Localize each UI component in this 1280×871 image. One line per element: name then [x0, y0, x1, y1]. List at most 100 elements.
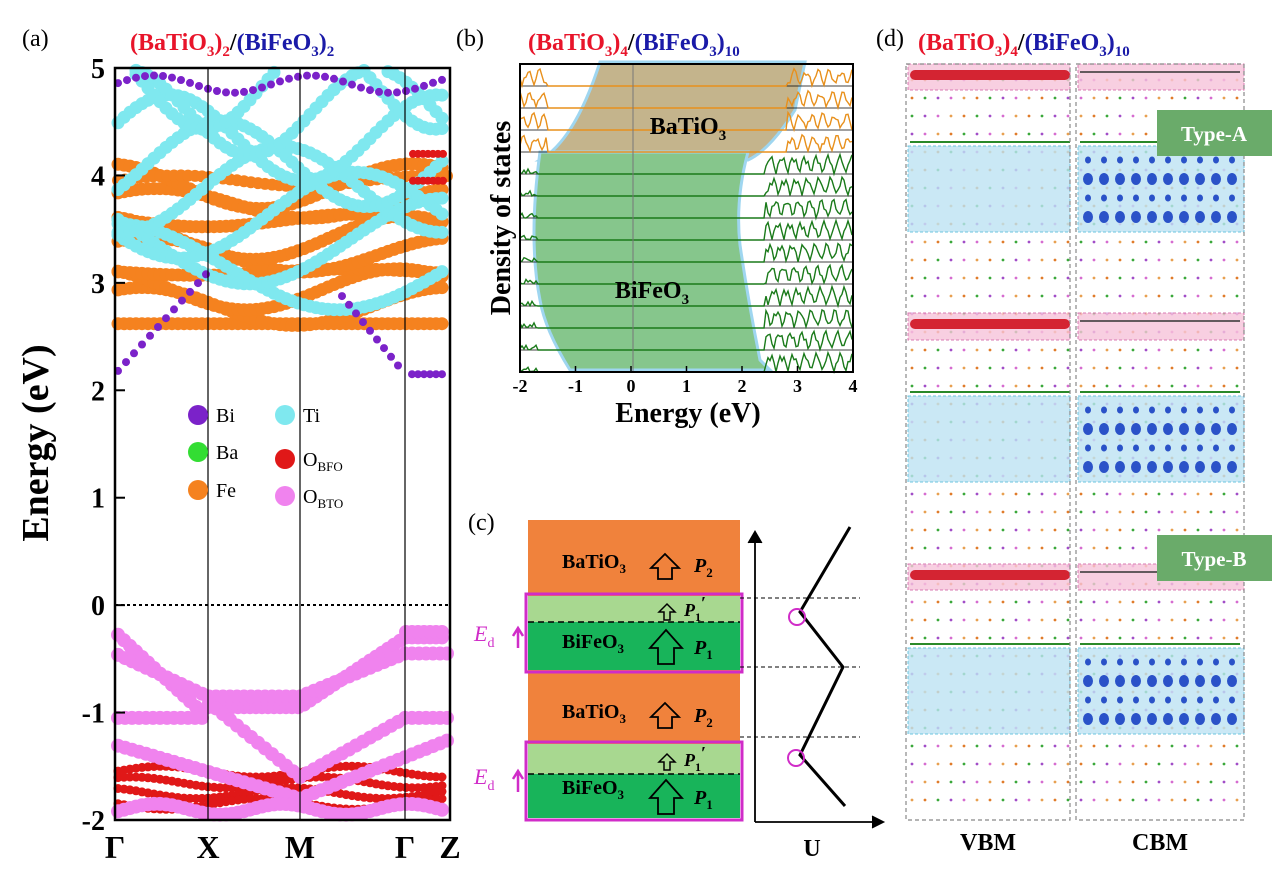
atom-dot: [923, 240, 927, 244]
atom-dot: [962, 780, 966, 784]
atom-dot: [1001, 348, 1005, 352]
x-tick-label: 1: [682, 376, 691, 396]
vbm-charge-lobe: [910, 70, 1070, 80]
cbm-charge-lobe: [1149, 406, 1155, 414]
atom-dot: [1027, 744, 1031, 748]
atom-dot: [1040, 546, 1044, 550]
atom-dot: [936, 510, 940, 514]
atom-dot: [1027, 132, 1031, 136]
atom-dot: [1235, 600, 1239, 604]
atom-dot: [1157, 798, 1161, 802]
atom-dot: [936, 528, 940, 532]
atom-dot: [1092, 636, 1096, 640]
band-point-bi: [411, 84, 419, 93]
atom-dot: [910, 96, 914, 100]
field-arrow-icon: [511, 625, 525, 648]
x-tick-label: -2: [513, 376, 528, 396]
atom-dot: [1222, 492, 1226, 496]
atom-dot: [1053, 492, 1057, 496]
atom-dot: [1144, 132, 1148, 136]
dos-batio3-region: [534, 60, 807, 162]
atom-dot: [1235, 258, 1239, 262]
atom-dot: [1170, 780, 1174, 784]
cbm-charge-lobe: [1131, 461, 1141, 473]
atom-dot: [923, 384, 927, 388]
band-point-ti: [435, 88, 449, 102]
atom-dot: [1170, 294, 1174, 298]
atom-dot: [1079, 546, 1083, 550]
atom-dot: [1001, 132, 1005, 136]
atom-dot: [1170, 96, 1174, 100]
type-a-badge: [1157, 110, 1272, 156]
block-label-bifeo3-2: BiFeO3: [562, 777, 625, 802]
atom-dot: [1196, 294, 1200, 298]
atom-dot: [949, 762, 953, 766]
atom-dot: [1027, 384, 1031, 388]
atom-dot: [1118, 294, 1122, 298]
band-y-ticks: -2 -1 0 1 2 3 4 5: [82, 54, 125, 837]
atom-dot: [1209, 762, 1213, 766]
atom-dot: [1053, 348, 1057, 352]
atom-dot: [1144, 366, 1148, 370]
atom-dot: [1066, 114, 1070, 118]
band-point-o_bfo: [437, 786, 447, 796]
atom-dot: [1105, 744, 1109, 748]
band-point-bi: [285, 74, 293, 83]
atom-dot: [1209, 618, 1213, 622]
atom-dot: [1079, 600, 1083, 604]
atom-dot: [1079, 492, 1083, 496]
atom-dot: [1209, 276, 1213, 280]
atom-dot: [1235, 618, 1239, 622]
atom-dot: [962, 258, 966, 262]
atom-dot: [910, 546, 914, 550]
cbm-charge-lobe: [1101, 194, 1107, 202]
band-point-fe: [435, 317, 449, 331]
cbm-charge-lobe: [1131, 423, 1141, 435]
atom-dot: [1235, 240, 1239, 244]
atom-dot: [1040, 636, 1044, 640]
band-point-bi: [132, 73, 140, 82]
atom-dot: [1222, 528, 1226, 532]
atom-dot: [1092, 384, 1096, 388]
atom-dot: [936, 366, 940, 370]
atom-dot: [1001, 744, 1005, 748]
cbm-charge-lobe: [1115, 173, 1125, 185]
cbm-charge-lobe: [1163, 173, 1173, 185]
atom-dot: [949, 618, 953, 622]
cbm-charge-lobe: [1099, 423, 1109, 435]
atom-dot: [1131, 762, 1135, 766]
atom-dot: [1079, 114, 1083, 118]
atom-dot: [1196, 96, 1200, 100]
atom-dot: [1196, 636, 1200, 640]
atom-dot: [1196, 600, 1200, 604]
cbm-charge-lobe: [1085, 194, 1091, 202]
atom-dot: [949, 510, 953, 514]
potential-profile: [798, 526, 852, 807]
atom-dot: [988, 294, 992, 298]
atom-dot: [962, 348, 966, 352]
cbm-charge-lobe: [1101, 156, 1107, 164]
unit-highlight-2: [524, 740, 744, 822]
atom-dot: [1183, 618, 1187, 622]
cbm-charge-lobe: [1181, 444, 1187, 452]
atom-dot: [1040, 114, 1044, 118]
atom-dot: [975, 384, 979, 388]
atom-dot: [1079, 780, 1083, 784]
band-point-bi: [402, 87, 410, 95]
atom-dot: [1118, 780, 1122, 784]
atom-dot: [1131, 798, 1135, 802]
band-point-bi: [432, 370, 440, 379]
cbm-charge-lobe: [1117, 444, 1123, 452]
atom-dot: [1144, 528, 1148, 532]
cbm-charge-lobe: [1115, 423, 1125, 435]
atom-dot: [1079, 762, 1083, 766]
atom-dot: [1170, 240, 1174, 244]
atom-dot: [1014, 762, 1018, 766]
cbm-charge-lobe: [1117, 194, 1123, 202]
dos-curve: [519, 133, 853, 154]
atom-dot: [923, 366, 927, 370]
band-point-o_bfo: [439, 149, 447, 158]
atom-dot: [1001, 276, 1005, 280]
atom-dot: [1170, 276, 1174, 280]
band-point-bi: [345, 300, 353, 309]
